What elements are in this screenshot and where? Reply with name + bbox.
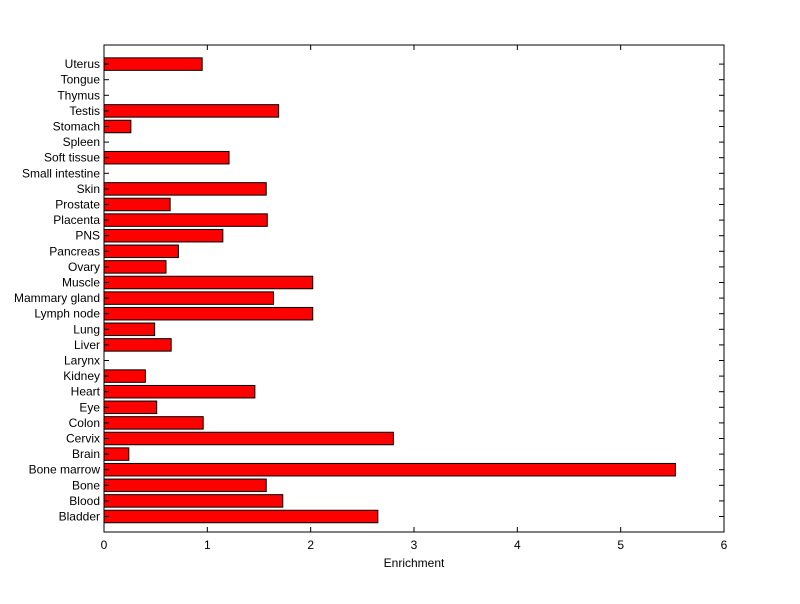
bar-prostate (103, 197, 171, 212)
y-tick-label: Placenta (53, 213, 100, 227)
bar-uterus (103, 57, 203, 71)
y-tick-label: Bone marrow (29, 463, 101, 477)
bar-cervix (103, 431, 394, 446)
y-tick-label: Heart (71, 385, 101, 399)
y-tick-label: Brain (72, 447, 100, 461)
x-tick-label: 0 (101, 538, 108, 552)
bar-lung (103, 322, 156, 337)
y-tick-label: Cervix (66, 432, 100, 446)
y-tick-label: Lymph node (34, 307, 100, 321)
y-tick-label: Pancreas (49, 244, 100, 258)
y-tick-label: Blood (69, 494, 100, 508)
plot-frame (103, 44, 725, 533)
y-tick-label: Mammary gland (14, 291, 100, 305)
y-tick-label: Tongue (61, 73, 101, 87)
y-tick-label: Skin (77, 182, 100, 196)
bar-testis (103, 104, 280, 118)
y-tick-label: PNS (75, 229, 100, 243)
bar-heart (103, 384, 256, 399)
y-tick-label: Small intestine (22, 166, 100, 180)
y-tick-label: Kidney (63, 369, 100, 383)
y-tick-label: Liver (74, 338, 100, 352)
bar-liver (103, 338, 172, 352)
bar-blood (103, 494, 284, 508)
y-tick-label: Larynx (64, 354, 100, 368)
y-tick-label: Thymus (57, 88, 100, 102)
bar-bone (103, 478, 267, 493)
bar-colon (103, 416, 204, 430)
x-tick-label: 4 (514, 538, 521, 552)
bar-pns (103, 228, 224, 243)
y-tick-label: Testis (69, 104, 100, 118)
y-tick-label: Ovary (68, 260, 100, 274)
y-tick-label: Lung (73, 322, 100, 336)
x-tick-label: 2 (307, 538, 314, 552)
y-tick-label: Eye (79, 400, 100, 414)
bar-eye (103, 400, 158, 415)
y-tick-label: Prostate (55, 198, 100, 212)
y-tick-label: Colon (69, 416, 100, 430)
x-tick-label: 5 (617, 538, 624, 552)
y-tick-label: Bone (72, 478, 100, 492)
x-tick-label: 3 (411, 538, 418, 552)
y-tick-label: Muscle (62, 276, 100, 290)
y-tick-label: Uterus (65, 57, 100, 71)
bar-placenta (103, 213, 268, 227)
bar-bone-marrow (103, 462, 676, 477)
x-axis-title: Enrichment (384, 556, 445, 570)
bar-ovary (103, 260, 167, 274)
bar-muscle (103, 275, 314, 290)
y-tick-label: Soft tissue (44, 151, 100, 165)
bar-lymph-node (103, 306, 314, 321)
bar-pancreas (103, 244, 179, 259)
y-tick-label: Bladder (59, 510, 100, 524)
y-tick-label: Spleen (63, 135, 100, 149)
bar-bladder (103, 509, 379, 524)
bar-mammary-gland (103, 291, 274, 305)
x-tick-label: 6 (721, 538, 728, 552)
y-tick-label: Stomach (53, 120, 100, 134)
x-tick-label: 1 (204, 538, 211, 552)
bar-skin (103, 182, 267, 196)
bar-kidney (103, 369, 146, 383)
bar-soft-tissue (103, 150, 230, 165)
